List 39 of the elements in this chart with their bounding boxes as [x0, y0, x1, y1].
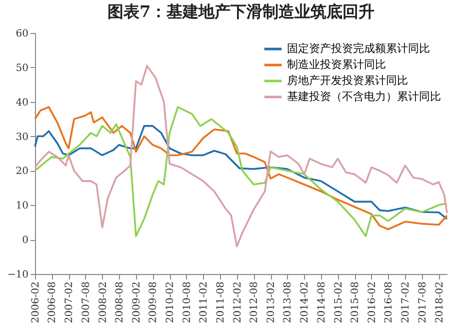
x-tick-label: 2007-02: [64, 282, 76, 324]
x-tick-label: 2012-02: [232, 282, 244, 324]
y-tick-label: 60: [16, 28, 28, 40]
legend-label: 房地产开发投资累计同比: [287, 74, 408, 87]
y-tick-label: 0: [22, 235, 28, 246]
x-tick-label: 2013-08: [282, 282, 294, 324]
x-tick-label: 2006-08: [47, 282, 58, 324]
y-tick-label: 10: [16, 200, 28, 212]
x-tick-label: 2014-08: [316, 282, 328, 324]
line-series: [34, 125, 448, 220]
legend-label: 固定资产投资完成额累计同比: [287, 42, 430, 55]
x-tick-label: 2008-08: [114, 282, 126, 324]
x-tick-label: 2017-08: [417, 282, 428, 324]
x-tick-label: 2011-02: [198, 282, 210, 324]
chart-title: 图表7：基建地产下滑制造业筑底回升: [107, 2, 375, 21]
y-tick-label: 40: [16, 97, 28, 108]
x-tick-label: 2018-02: [434, 282, 446, 324]
x-tick-label: 2011-08: [215, 282, 226, 324]
x-tick-label: 2017-02: [400, 282, 412, 324]
legend-label: 制造业投资累计同比: [287, 58, 386, 71]
x-tick-label: 2016-08: [384, 282, 395, 324]
x-tick-label: 2012-08: [249, 282, 260, 324]
x-tick-label: 2010-08: [182, 282, 193, 324]
x-tick-label: 2014-02: [300, 282, 311, 324]
y-tick-label: 50: [16, 62, 28, 74]
x-tick-label: 2009-02: [131, 282, 142, 324]
x-tick-label: 2015-02: [333, 282, 344, 324]
y-tick-label: 20: [16, 166, 28, 178]
legend-label: 基建投资（不含电力）累计同比: [287, 90, 441, 103]
y-tick-label: −10: [7, 270, 28, 280]
x-tick-label: 2006-02: [30, 282, 42, 324]
x-tick-label: 2010-02: [165, 282, 176, 324]
x-tick-label: 2015-08: [350, 282, 362, 324]
x-tick-label: 2008-02: [98, 282, 109, 324]
x-tick-label: 2013-02: [266, 282, 278, 324]
x-tick-label: 2009-08: [148, 282, 160, 324]
x-tick-label: 2016-02: [366, 282, 378, 324]
y-tick-label: 30: [16, 132, 28, 143]
x-tick-label: 2007-08: [80, 282, 92, 324]
